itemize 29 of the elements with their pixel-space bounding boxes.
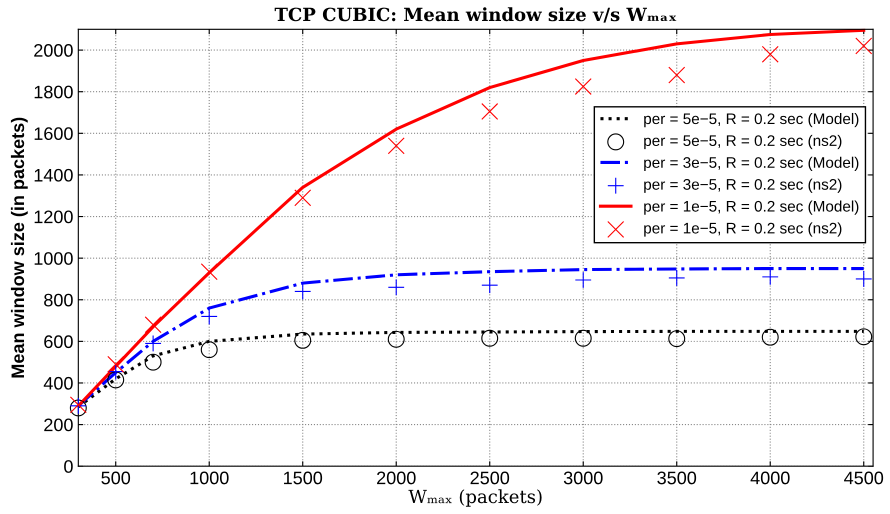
x-tick-label: 3000 [564, 472, 603, 484]
legend-label: per = 3e−5, R = 0.2 sec (Model) [644, 156, 858, 171]
chart-title: TCP CUBIC: Mean window size v/s Wₘₐₓ [274, 7, 676, 23]
legend-label: per = 1e−5, R = 0.2 sec (ns2) [644, 222, 842, 237]
x-tick-label: 1000 [190, 472, 229, 484]
y-tick-label: 1400 [34, 168, 73, 182]
y-tick-label: 200 [44, 418, 73, 432]
x-tick-label: 3500 [657, 472, 696, 484]
y-tick-label: 400 [44, 376, 73, 390]
x-tick-label: 2000 [377, 472, 416, 484]
y-tick-label: 1200 [34, 210, 73, 224]
x-tick-label: 2500 [470, 472, 510, 484]
legend-label: per = 1e−5, R = 0.2 sec (Model) [644, 200, 858, 215]
y-tick-label: 600 [44, 335, 73, 348]
y-tick-label: 2000 [34, 44, 73, 57]
y-tick-label: 1600 [34, 127, 73, 140]
x-axis-title: Wₘₐₓ (packets) [408, 489, 542, 507]
x-tick-label: 4000 [750, 472, 790, 484]
x-tick-label: 4500 [844, 472, 884, 484]
legend-label: per = 5e−5, R = 0.2 sec (ns2) [644, 134, 842, 150]
y-tick-label: 1800 [34, 86, 73, 98]
y-axis-title: Mean window size (in packets) [10, 118, 28, 378]
y-tick-label: 800 [44, 294, 73, 306]
legend-label: per = 3e−5, R = 0.2 sec (ns2) [644, 178, 842, 193]
y-tick-label: 1000 [34, 252, 73, 265]
x-tick-label: 1500 [284, 472, 322, 484]
x-tick-label: 500 [101, 472, 130, 484]
y-tick-label: 0 [64, 460, 73, 473]
legend-label: per = 5e−5, R = 0.2 sec (Model) [644, 112, 858, 128]
